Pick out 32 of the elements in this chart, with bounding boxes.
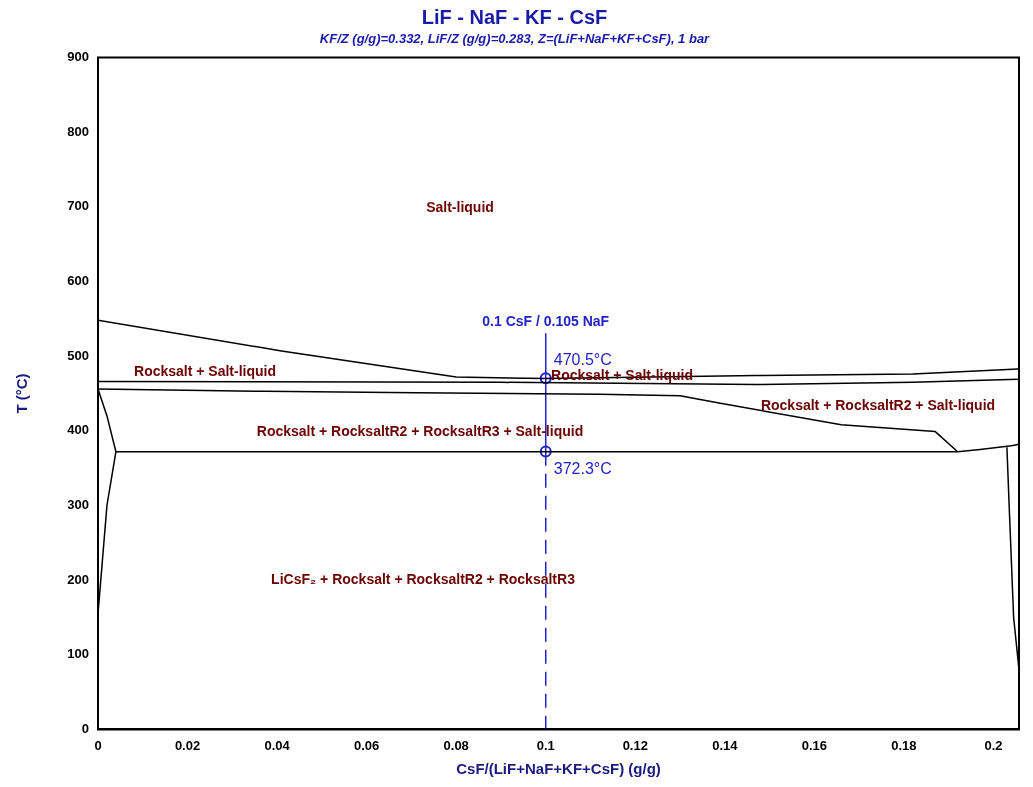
y-tick-label: 500	[67, 347, 89, 363]
annotation: Rocksalt + RocksaltR2 + Salt-liquid	[760, 396, 996, 413]
x-tick-label: 0.04	[264, 737, 291, 753]
data-label: 372.3°C	[553, 459, 612, 477]
x-tick-label: 0.08	[443, 737, 469, 753]
x-tick-label: 0.1	[536, 737, 555, 753]
annotation: LiCsF₂ + Rocksalt + RocksaltR2 + RocksaltR3	[271, 570, 576, 587]
x-tick-label: 0	[94, 737, 102, 753]
y-tick-label: 700	[67, 198, 89, 214]
y-tick-label: 600	[67, 273, 89, 289]
data-label: 470.5°C	[553, 350, 612, 368]
y-tick-label: 900	[67, 49, 89, 65]
x-axis-title: CsF/(LiF+NaF+KF+CsF) (g/g)	[456, 760, 661, 778]
series-label: 0.1 CsF / 0.105 NaF	[482, 312, 610, 329]
y-tick-label: 800	[67, 123, 89, 139]
annotation: Rocksalt + Salt-liquid	[134, 362, 276, 379]
x-tick-label: 0.12	[622, 737, 648, 753]
x-tick-label: 0.06	[353, 737, 380, 753]
x-tick-label: 0.02	[174, 737, 201, 753]
y-tick-label: 400	[67, 422, 89, 438]
y-tick-label: 0	[81, 720, 89, 736]
y-tick-label: 100	[67, 646, 89, 662]
x-tick-label: 0.2	[984, 737, 1003, 753]
y-tick-label: 300	[67, 497, 89, 513]
annotation: Salt-liquid	[426, 198, 494, 215]
chart-title: LiF - NaF - KF - CsF	[421, 5, 608, 28]
x-tick-label: 0.14	[712, 737, 739, 753]
y-axis-title: T (°C)	[13, 373, 31, 414]
x-tick-label: 0.16	[801, 737, 828, 753]
y-tick-label: 200	[67, 571, 89, 587]
x-tick-label: 0.18	[891, 737, 917, 753]
chart-subtitle: KF/Z (g/g)=0.332, LiF/Z (g/g)=0.283, Z=(LiF+NaF+KF+CsF), 1 bar	[319, 31, 711, 47]
